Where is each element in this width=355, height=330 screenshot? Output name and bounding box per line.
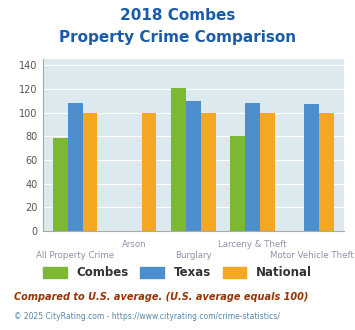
Legend: Combes, Texas, National: Combes, Texas, National bbox=[39, 262, 316, 284]
Bar bbox=[319, 113, 334, 231]
Bar bbox=[142, 113, 157, 231]
Text: Burglary: Burglary bbox=[175, 251, 212, 260]
Text: 2018 Combes: 2018 Combes bbox=[120, 8, 235, 23]
Bar bbox=[53, 138, 68, 231]
Bar bbox=[201, 113, 216, 231]
Bar bbox=[82, 113, 97, 231]
Bar bbox=[171, 88, 186, 231]
Text: All Property Crime: All Property Crime bbox=[36, 251, 114, 260]
Bar bbox=[230, 136, 245, 231]
Bar bbox=[260, 113, 275, 231]
Text: Arson: Arson bbox=[122, 241, 147, 249]
Text: Property Crime Comparison: Property Crime Comparison bbox=[59, 30, 296, 45]
Bar bbox=[304, 104, 319, 231]
Text: Larceny & Theft: Larceny & Theft bbox=[218, 241, 287, 249]
Text: Motor Vehicle Theft: Motor Vehicle Theft bbox=[270, 251, 354, 260]
Bar bbox=[245, 103, 260, 231]
Bar bbox=[186, 101, 201, 231]
Bar bbox=[68, 103, 83, 231]
Text: © 2025 CityRating.com - https://www.cityrating.com/crime-statistics/: © 2025 CityRating.com - https://www.city… bbox=[14, 312, 280, 321]
Text: Compared to U.S. average. (U.S. average equals 100): Compared to U.S. average. (U.S. average … bbox=[14, 292, 308, 302]
